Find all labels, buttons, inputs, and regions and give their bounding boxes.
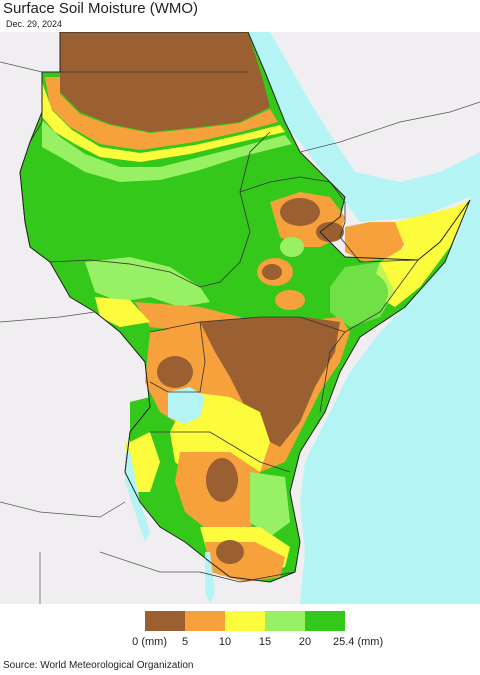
legend-swatch-1: [185, 611, 225, 631]
ethiopia-brown-2: [316, 222, 344, 242]
ethiopia-lg: [280, 237, 304, 257]
outside-borders: [0, 61, 480, 604]
eastern-orange: [345, 222, 410, 262]
ethiopia-orange-3: [275, 290, 305, 310]
lightgreen-north: [42, 120, 292, 182]
border-uganda: [149, 321, 206, 393]
legend-swatch-2: [225, 611, 265, 631]
yellow-north: [42, 82, 285, 162]
legend-tick-4: 20: [299, 636, 311, 648]
legend-swatches: [145, 611, 345, 631]
southsudan-yellow: [95, 297, 150, 327]
soil-moisture-map: [0, 32, 480, 604]
legend-tick-2: 10: [219, 636, 231, 648]
legend-ticks: 0 (mm) 5 10 15 20 25.4 (mm): [132, 636, 383, 648]
legend-tick-3: 15: [259, 636, 271, 648]
lake-victoria: [168, 387, 205, 424]
border-tanzania: [150, 431, 291, 473]
border-sudan-southsudan: [49, 131, 271, 288]
region-outline: [19, 32, 471, 583]
arabia: [270, 32, 480, 182]
tanzania-brown: [206, 458, 238, 502]
red-sea: [240, 32, 350, 182]
somalia-yellow: [370, 200, 470, 307]
ethiopia-brown-1: [280, 198, 320, 226]
southsudan-lightgreen: [85, 257, 210, 307]
legend-tick-5: 25.4 (mm): [333, 636, 383, 648]
legend-swatch-4: [305, 611, 345, 631]
legend-swatch-0: [145, 611, 185, 631]
ethiopia-brown-3: [262, 264, 282, 280]
border-mozambique: [199, 571, 296, 583]
tanzania-lightgreen: [250, 472, 290, 537]
orange-north: [45, 77, 278, 150]
kenya-brown: [200, 317, 340, 447]
map-date: Dec. 29, 2024: [6, 19, 63, 29]
somalia-orange: [330, 262, 395, 327]
lake-malawi: [205, 552, 215, 604]
border-ethiopia: [239, 176, 419, 263]
uganda-brown: [157, 356, 193, 388]
border-kenya: [199, 316, 346, 333]
brown-north: [60, 32, 270, 132]
tanzania-brown-2: [216, 540, 244, 564]
legend-tick-1: 5: [182, 636, 188, 648]
map-title: Surface Soil Moisture (WMO): [3, 0, 199, 17]
legend-tick-0: 0 (mm): [132, 636, 167, 648]
legend-swatch-3: [265, 611, 305, 631]
source-text: Source: World Meteorological Organizatio…: [3, 660, 194, 671]
legend: 0 (mm) 5 10 15 20 25.4 (mm): [132, 611, 383, 648]
